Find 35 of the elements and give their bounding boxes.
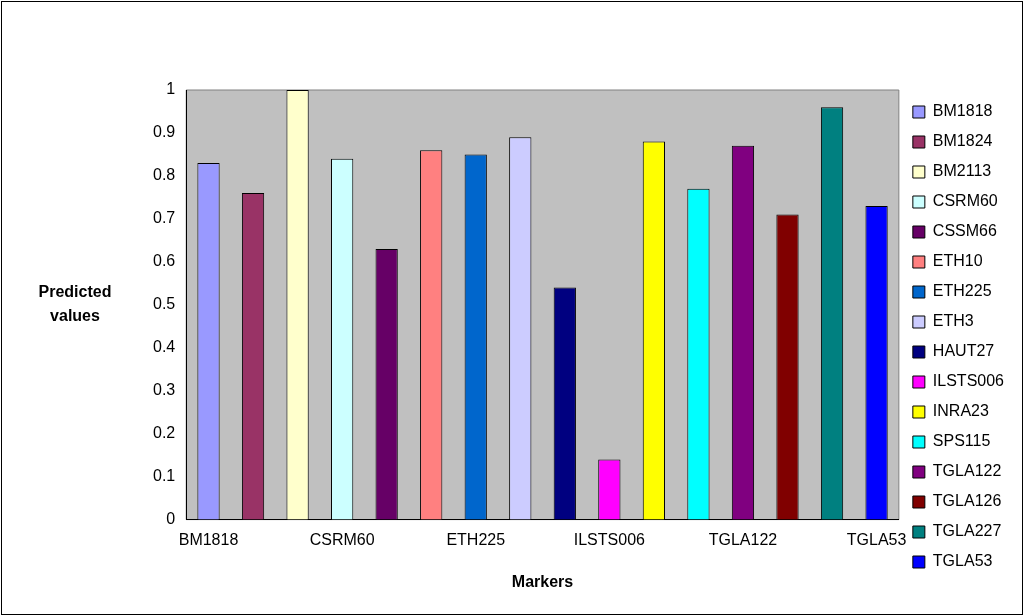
- y-tick-label: 0.4: [152, 338, 176, 356]
- legend-label: TGLA53: [932, 552, 993, 570]
- x-tick-label: CSRM60: [309, 530, 375, 548]
- y-tick-label: 0.7: [152, 209, 176, 227]
- legend-label: BM1824: [932, 132, 993, 150]
- y-tick-label: 1: [166, 80, 176, 98]
- x-tick-label: TGLA53: [846, 530, 907, 548]
- legend-label: CSRM60: [932, 192, 998, 210]
- legend-label: TGLA126: [932, 492, 1002, 510]
- x-tick-label: BM1818: [178, 530, 239, 548]
- legend-label: ETH225: [932, 282, 992, 300]
- x-tick-label: TGLA122: [708, 530, 778, 548]
- x-axis-title: Markers: [511, 572, 574, 590]
- x-tick-label: ILSTS006: [573, 530, 646, 548]
- legend-label: ETH10: [932, 252, 983, 270]
- x-tick-label: ETH225: [446, 530, 506, 548]
- y-tick-label: 0: [166, 510, 176, 528]
- legend-label: SPS115: [932, 432, 991, 450]
- legend-label: ETH3: [932, 312, 974, 330]
- legend-label: INRA23: [932, 402, 989, 420]
- y-tick-label: 0.3: [152, 381, 176, 399]
- y-tick-label: 0.5: [152, 295, 176, 313]
- y-tick-label: 0.6: [152, 252, 176, 270]
- legend-label: ILSTS006: [932, 372, 1005, 390]
- y-tick-label: 0.1: [152, 467, 176, 485]
- legend-label: CSSM66: [932, 222, 997, 240]
- legend-label: BM2113: [932, 162, 992, 180]
- y-tick-label: 0.9: [152, 123, 176, 141]
- legend-label: TGLA227: [932, 522, 1002, 540]
- y-tick-label: 0.8: [152, 166, 176, 184]
- legend-label: BM1818: [932, 102, 993, 120]
- y-tick-label: 0.2: [152, 424, 176, 442]
- y-axis-title: Predicted values: [37, 282, 113, 326]
- legend-label: HAUT27: [932, 342, 995, 360]
- legend-label: TGLA122: [932, 462, 1002, 480]
